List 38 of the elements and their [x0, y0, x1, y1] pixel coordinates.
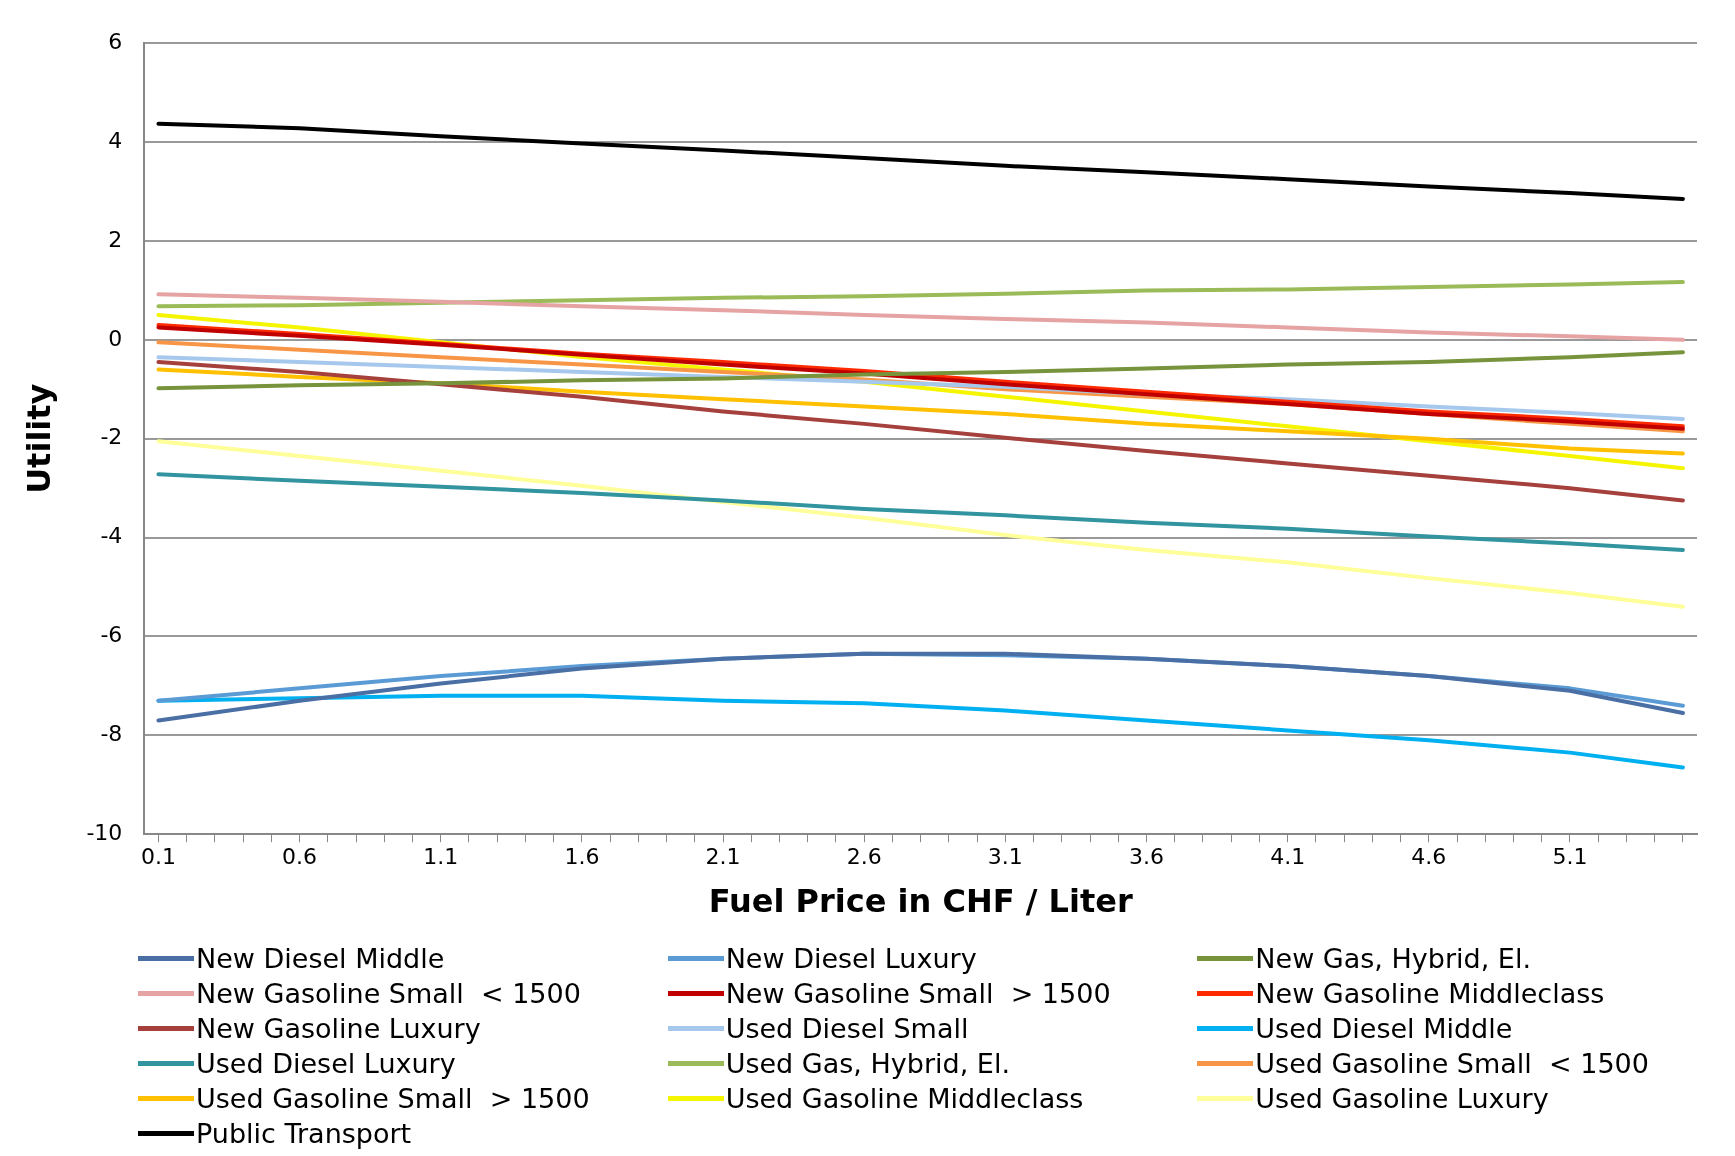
legend-label: New Diesel Luxury [725, 943, 977, 974]
x-tick-label: 2.6 [846, 844, 882, 870]
x-tick-label: 1.6 [564, 844, 600, 870]
legend-label: New Gasoline Small < 1500 [196, 978, 581, 1009]
y-tick-label: 2 [108, 226, 123, 252]
legend-label: Used Gasoline Small < 1500 [1255, 1048, 1649, 1079]
legend-label: New Gasoline Middleclass [1255, 978, 1605, 1009]
x-tick-label: 0.6 [282, 844, 318, 870]
x-tick-label: 4.6 [1411, 844, 1447, 870]
x-tick-label: 4.1 [1270, 844, 1306, 870]
x-tick-label: 2.1 [705, 844, 741, 870]
y-tick-label: 4 [108, 127, 123, 153]
x-tick-label: 5.1 [1552, 844, 1588, 870]
x-tick-label: 3.6 [1129, 844, 1165, 870]
y-tick-label: 0 [108, 325, 123, 351]
legend-label: Used Gas, Hybrid, El. [725, 1048, 1010, 1079]
legend-label: New Gas, Hybrid, El. [1255, 943, 1531, 974]
y-tick-label: -8 [100, 721, 123, 747]
y-axis-title: Utility [19, 383, 58, 494]
legend-label: Public Transport [196, 1118, 412, 1149]
legend-label: New Gasoline Luxury [196, 1013, 481, 1044]
legend-label: Used Gasoline Luxury [1255, 1083, 1549, 1114]
legend-label: Used Diesel Small [725, 1013, 969, 1044]
x-tick-label: 3.1 [987, 844, 1023, 870]
x-tick-label: 0.1 [140, 844, 176, 870]
legend-label: New Gasoline Small > 1500 [725, 978, 1111, 1009]
y-tick-label: 6 [108, 28, 123, 54]
legend-label: Used Diesel Middle [1255, 1013, 1513, 1044]
x-tick-label: 1.1 [423, 844, 459, 870]
y-tick-label: -2 [100, 424, 123, 450]
legend-label: Used Gasoline Middleclass [725, 1083, 1084, 1114]
x-axis-title: Fuel Price in CHF / Liter [708, 882, 1133, 921]
y-tick-label: -4 [100, 523, 123, 549]
y-tick-label: -6 [100, 622, 123, 648]
legend-label: New Diesel Middle [196, 943, 445, 974]
legend-label: Used Diesel Luxury [196, 1048, 456, 1079]
y-tick-label: -10 [86, 819, 123, 845]
legend-label: Used Gasoline Small > 1500 [196, 1083, 590, 1114]
